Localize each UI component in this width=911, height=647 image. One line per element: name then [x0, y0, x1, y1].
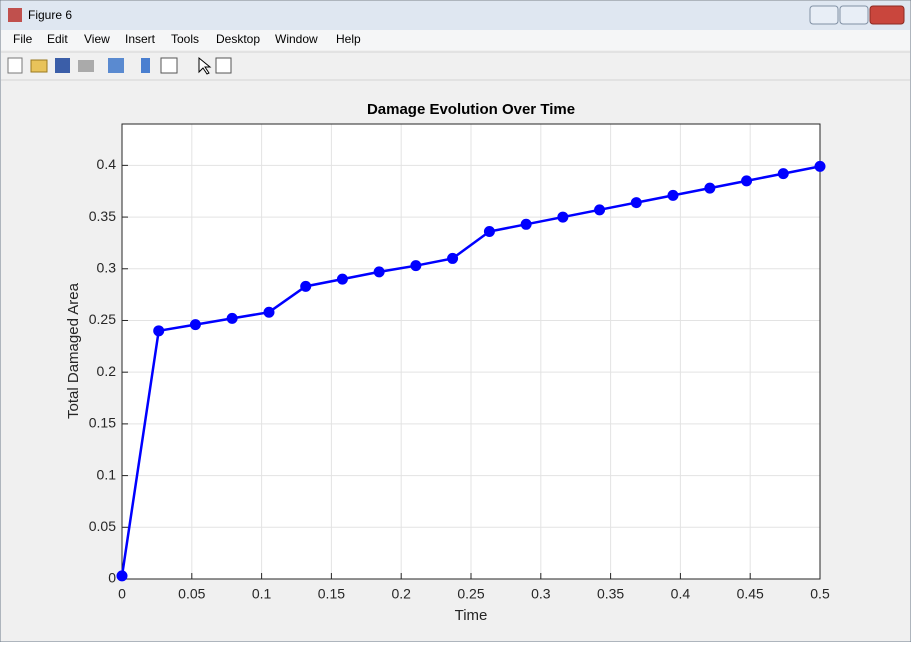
data-point: [263, 306, 275, 318]
data-point: [741, 175, 753, 187]
new-icon[interactable]: [7, 57, 23, 74]
data-point: [704, 182, 716, 194]
y-tick-label: 0.05: [89, 518, 116, 534]
x-tick-label: 0.4: [671, 586, 691, 602]
title-bar: [1, 1, 910, 30]
x-tick-label: 0.5: [810, 586, 830, 602]
data-point: [300, 280, 312, 292]
app-icon: [8, 8, 22, 22]
minimize-button[interactable]: [809, 5, 839, 25]
x-tick-label: 0: [118, 586, 126, 602]
maximize-button[interactable]: [839, 5, 869, 25]
data-point: [153, 325, 165, 337]
x-tick-label: 0.15: [318, 586, 345, 602]
data-point: [814, 160, 826, 172]
menu-item[interactable]: View: [84, 32, 110, 46]
data-point: [410, 260, 422, 272]
data-point: [447, 252, 459, 264]
data-point: [373, 266, 385, 278]
link-icon[interactable]: [108, 58, 124, 73]
y-tick-label: 0.35: [89, 208, 116, 224]
menu: File Edit View Insert Tools Desktop Window Help: [13, 32, 361, 46]
chart-title: Damage Evolution Over Time: [367, 101, 575, 118]
x-tick-label: 0.05: [178, 586, 205, 602]
x-tick-label: 0.25: [457, 586, 484, 602]
axes-box: [121, 123, 821, 580]
data-line: [120, 165, 821, 577]
x-tick-label: 0.1: [252, 586, 272, 602]
data-point: [557, 211, 569, 223]
window-title: Figure 6: [28, 8, 72, 22]
y-tick-label: 0.1: [97, 466, 117, 482]
menu-item[interactable]: Desktop: [216, 32, 260, 46]
data-point: [116, 570, 128, 582]
data-point: [226, 312, 238, 324]
x-tick-label: 0.45: [737, 586, 764, 602]
colorbar-icon[interactable]: [141, 58, 150, 73]
property-icon[interactable]: [215, 57, 232, 74]
data-point: [483, 226, 495, 238]
x-axis-label: Time: [455, 607, 488, 624]
y-tick-label: 0.25: [89, 311, 116, 327]
data-point: [189, 319, 201, 331]
data-point: [520, 218, 532, 230]
menu-item[interactable]: Insert: [125, 32, 156, 46]
y-tick-label: 0: [108, 570, 116, 586]
open-icon[interactable]: [30, 59, 48, 73]
print-icon[interactable]: [78, 60, 94, 72]
menu-item[interactable]: Tools: [171, 32, 199, 46]
legend-icon[interactable]: [160, 57, 178, 74]
save-icon[interactable]: [55, 58, 70, 73]
close-button[interactable]: [869, 5, 905, 25]
menu-item[interactable]: Edit: [47, 32, 68, 46]
menu-item[interactable]: Window: [275, 32, 318, 46]
y-tick-label: 0.3: [97, 259, 117, 275]
x-tick-label: 0.35: [597, 586, 624, 602]
pointer-icon[interactable]: [198, 56, 212, 75]
menu-bar: [1, 30, 910, 50]
menu-item[interactable]: File: [13, 32, 33, 46]
toolbar: [7, 56, 232, 75]
y-axis-label: Total Damaged Area: [65, 282, 82, 419]
data-point: [777, 168, 789, 180]
menu-item[interactable]: Help: [336, 32, 361, 46]
data-point: [667, 189, 679, 201]
x-tick-label: 0.3: [531, 586, 551, 602]
y-tick-label: 0.2: [97, 363, 117, 379]
data-point: [630, 197, 642, 209]
data-point: [594, 204, 606, 216]
x-tick-label: 0.2: [391, 586, 411, 602]
data-point: [336, 273, 348, 285]
y-tick-label: 0.4: [97, 156, 117, 172]
y-tick-label: 0.15: [89, 415, 116, 431]
